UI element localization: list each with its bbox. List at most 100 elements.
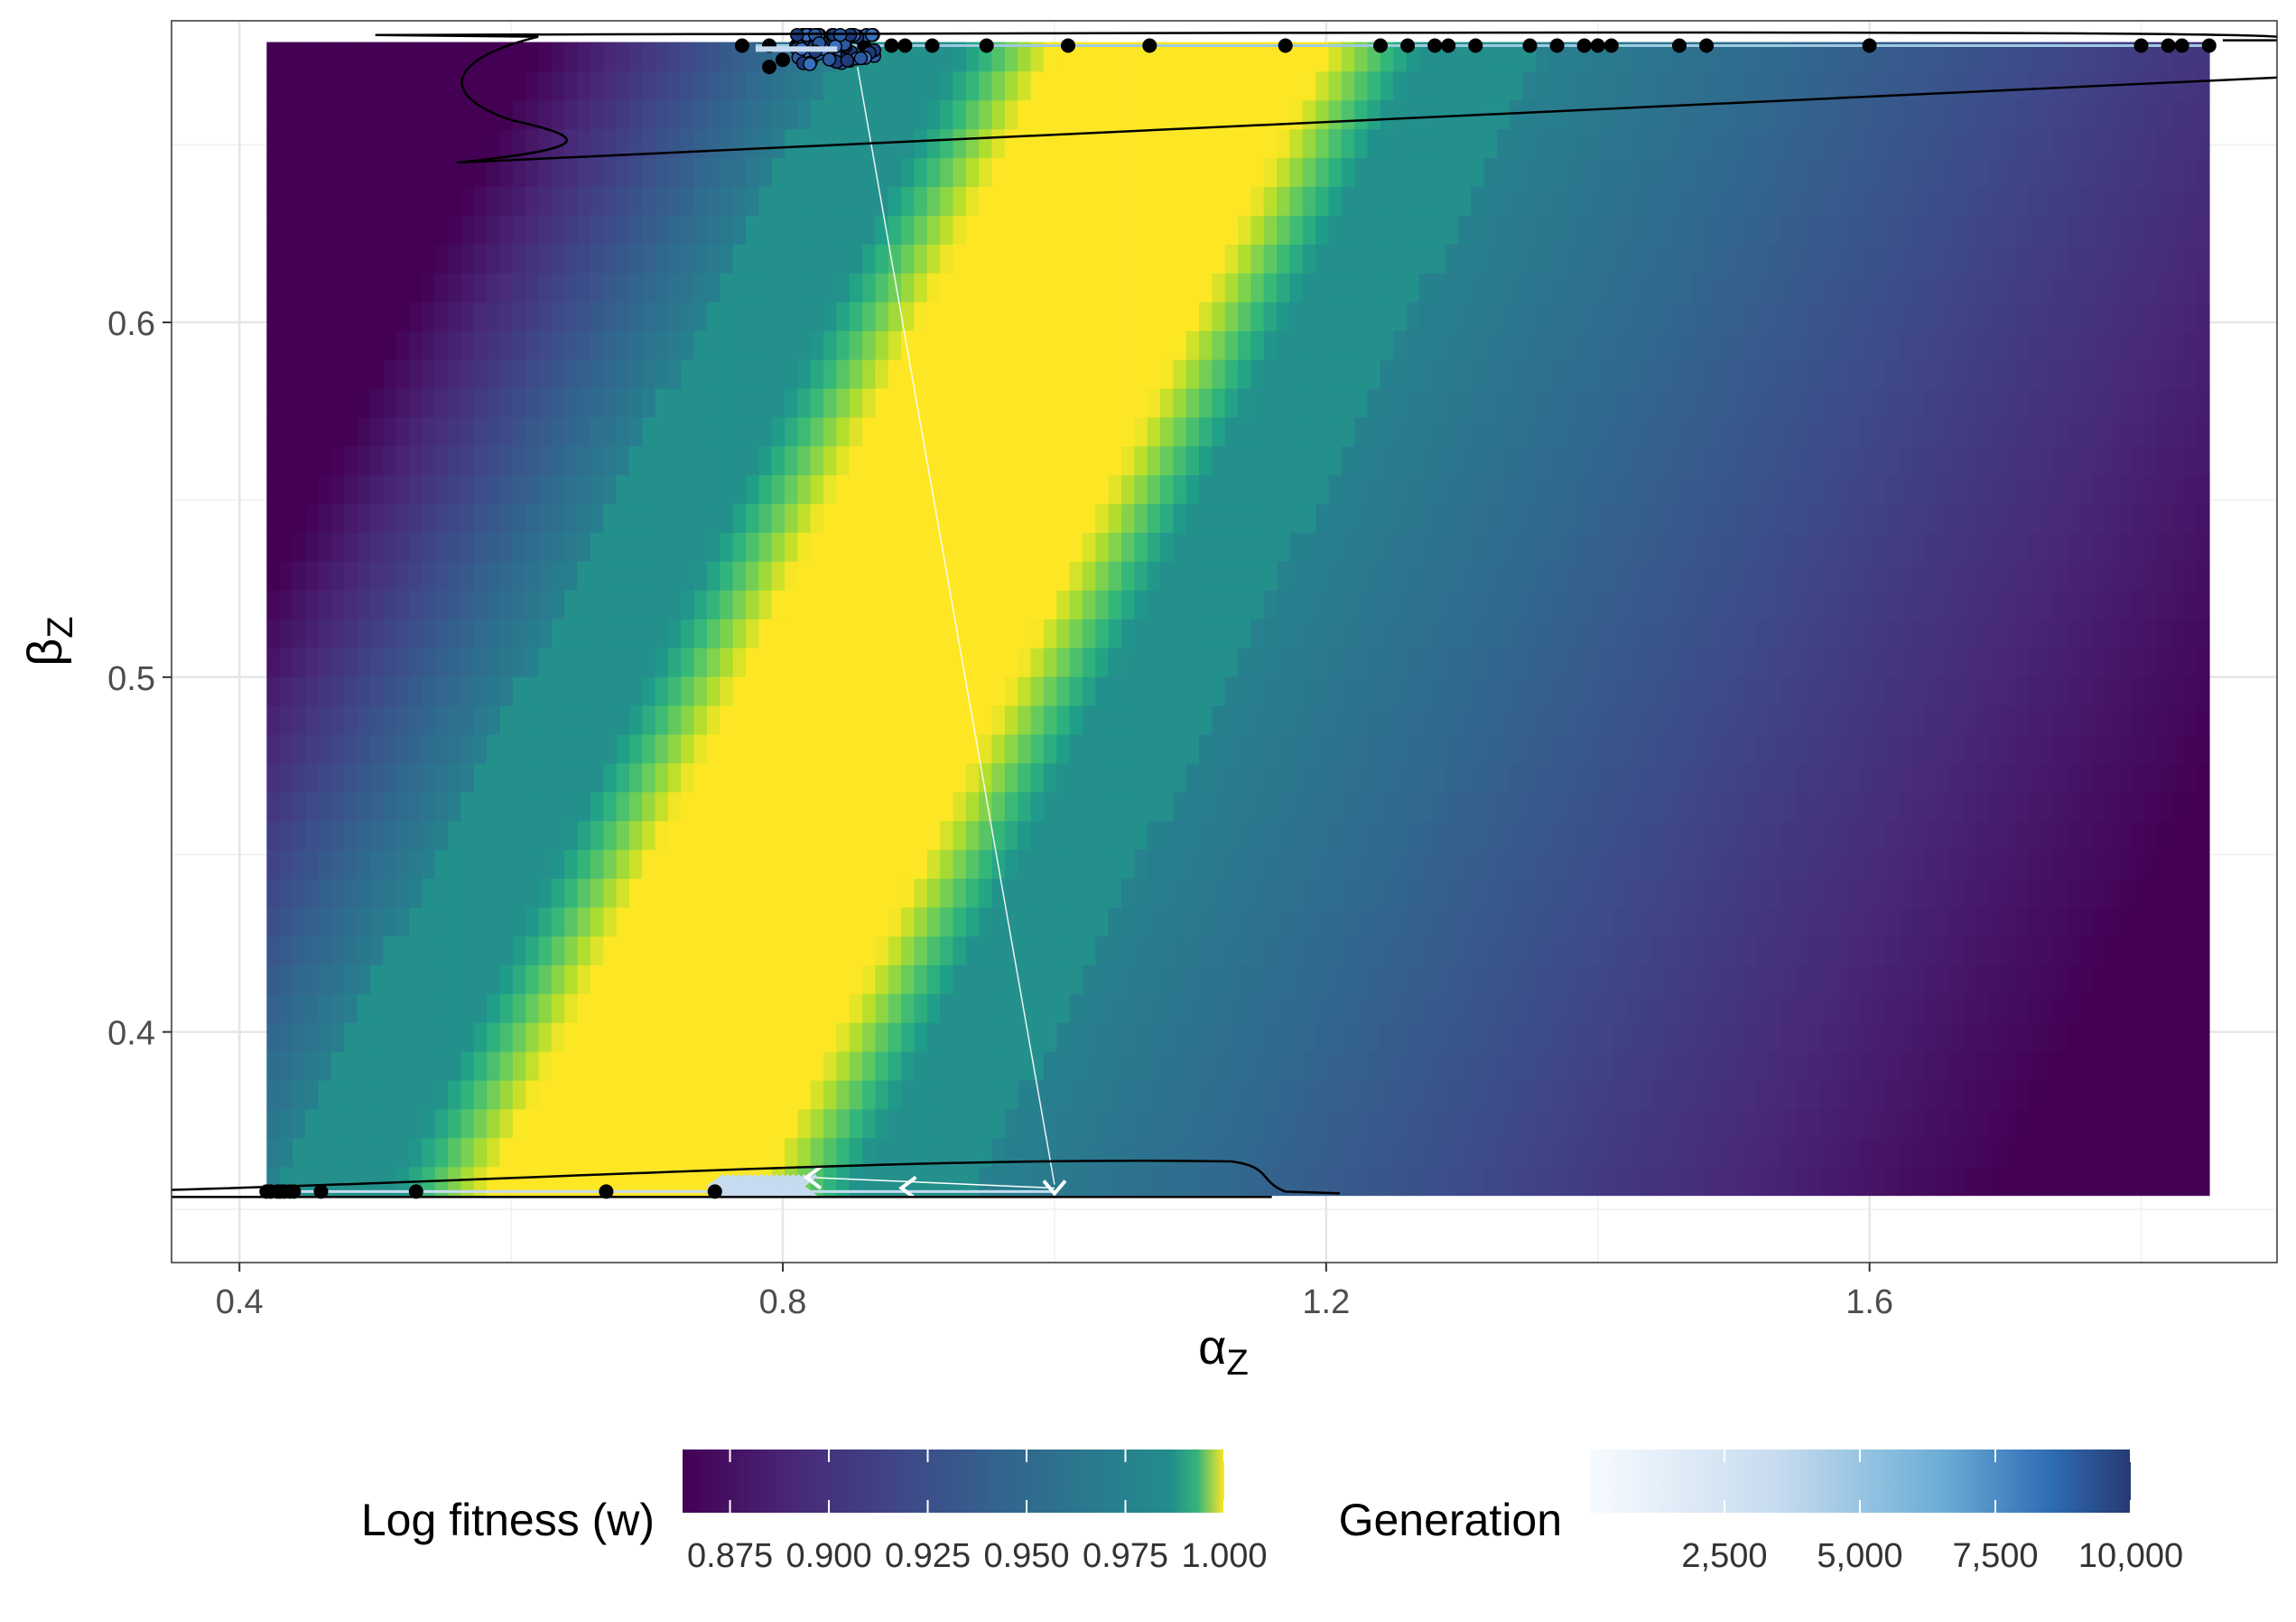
heatmap-tile — [1963, 561, 1977, 591]
heatmap-tile — [1949, 561, 1965, 591]
heatmap-tile — [2002, 244, 2016, 274]
heatmap-tile — [758, 1108, 773, 1139]
heatmap-tile — [991, 387, 1006, 418]
heatmap-tile — [434, 359, 449, 389]
heatmap-tile — [2118, 1021, 2133, 1052]
heatmap-tile — [758, 359, 773, 389]
heatmap-tile — [1043, 762, 1058, 793]
heatmap-tile — [746, 561, 760, 591]
heatmap-tile — [1691, 676, 1706, 706]
heatmap-tile — [628, 1137, 644, 1168]
heatmap-tile — [1354, 965, 1369, 994]
heatmap-tile — [1185, 359, 1200, 389]
heatmap-tile — [395, 820, 410, 851]
heatmap-tile — [1885, 849, 1900, 880]
heatmap-tile — [1846, 445, 1861, 476]
heatmap-tile — [1159, 503, 1175, 534]
heatmap-tile — [979, 1079, 993, 1110]
heatmap-tile — [1250, 791, 1265, 822]
heatmap-tile — [2105, 965, 2120, 994]
heatmap-tile — [2157, 1050, 2171, 1081]
heatmap-tile — [901, 416, 916, 447]
heatmap-tile — [940, 1079, 954, 1110]
heatmap-tile — [1730, 272, 1744, 303]
heatmap-tile — [1496, 676, 1511, 706]
heatmap-tile — [1755, 1137, 1770, 1168]
heatmap-tile — [1185, 301, 1200, 331]
heatmap-tile — [1872, 1108, 1886, 1139]
heatmap-tile — [603, 1021, 618, 1052]
heatmap-tile — [1898, 590, 1912, 620]
heatmap-tile — [473, 820, 488, 851]
heatmap-tile — [693, 474, 708, 505]
heatmap-tile — [1289, 993, 1304, 1023]
heatmap-tile — [2067, 1021, 2081, 1052]
heatmap-tile — [1108, 1137, 1122, 1168]
heatmap-tile — [1730, 416, 1744, 447]
heatmap-tile — [357, 301, 371, 331]
heatmap-tile — [1600, 1050, 1614, 1081]
heatmap-tile — [901, 445, 916, 476]
heatmap-tile — [1652, 1166, 1667, 1197]
heatmap-tile — [616, 762, 630, 793]
heatmap-tile — [1108, 330, 1122, 360]
heatmap-tile — [448, 733, 462, 764]
heatmap-tile — [1471, 965, 1485, 994]
heatmap-tile — [525, 1166, 540, 1197]
heatmap-tile — [1574, 676, 1589, 706]
heatmap-tile — [1367, 647, 1381, 677]
heatmap-tile — [1043, 532, 1058, 562]
heatmap-tile — [1173, 474, 1187, 505]
heatmap-tile — [1406, 387, 1420, 418]
heatmap-tile — [1095, 849, 1110, 880]
heatmap-tile — [1535, 561, 1550, 591]
heatmap-tile — [305, 704, 320, 735]
heatmap-tile — [1159, 791, 1175, 822]
heatmap-tile — [1199, 907, 1213, 937]
heatmap-tile — [771, 618, 785, 648]
heatmap-tile — [1613, 704, 1628, 735]
heatmap-tile — [370, 936, 385, 965]
heatmap-tile — [926, 1079, 941, 1110]
heatmap-tile — [2040, 820, 2055, 851]
heatmap-tile — [2040, 762, 2055, 793]
heatmap-tile — [1212, 965, 1226, 994]
heatmap-tile — [551, 301, 565, 331]
heatmap-tile — [1354, 849, 1369, 880]
heatmap-tile — [1432, 474, 1446, 505]
heatmap-tile — [1678, 936, 1692, 965]
heatmap-tile — [383, 503, 397, 534]
heatmap-tile — [758, 503, 773, 534]
heatmap-tile — [1302, 1050, 1316, 1081]
heatmap-tile — [1510, 936, 1524, 965]
heatmap-tile — [525, 1050, 540, 1081]
heatmap-tile — [1095, 965, 1110, 994]
heatmap-tile — [1483, 820, 1498, 851]
heatmap-tile — [1315, 532, 1330, 562]
heatmap-tile — [1587, 791, 1602, 822]
heatmap-tile — [1224, 907, 1239, 937]
heatmap-tile — [1988, 503, 2003, 534]
heatmap-tile — [1277, 907, 1291, 937]
heatmap-tile — [1561, 1050, 1576, 1081]
heatmap-tile — [2170, 301, 2184, 331]
heatmap-tile — [1134, 590, 1148, 620]
heatmap-tile — [862, 936, 877, 965]
heatmap-tile — [797, 244, 812, 274]
heatmap-tile — [797, 590, 812, 620]
heatmap-tile — [1238, 1137, 1252, 1168]
heatmap-tile — [499, 416, 514, 447]
heatmap-tile — [2053, 301, 2068, 331]
heatmap-tile — [1173, 301, 1187, 331]
heatmap-tile — [266, 561, 281, 591]
heatmap-tile — [1846, 820, 1861, 851]
heatmap-tile — [2067, 647, 2081, 677]
heatmap-tile — [888, 676, 902, 706]
heatmap-tile — [383, 272, 397, 303]
heatmap-tile — [499, 791, 514, 822]
heatmap-tile — [2196, 993, 2210, 1023]
heatmap-tile — [1808, 272, 1822, 303]
heatmap-tile — [2002, 1137, 2016, 1168]
heatmap-tile — [2079, 301, 2094, 331]
heatmap-tile — [1341, 993, 1355, 1023]
